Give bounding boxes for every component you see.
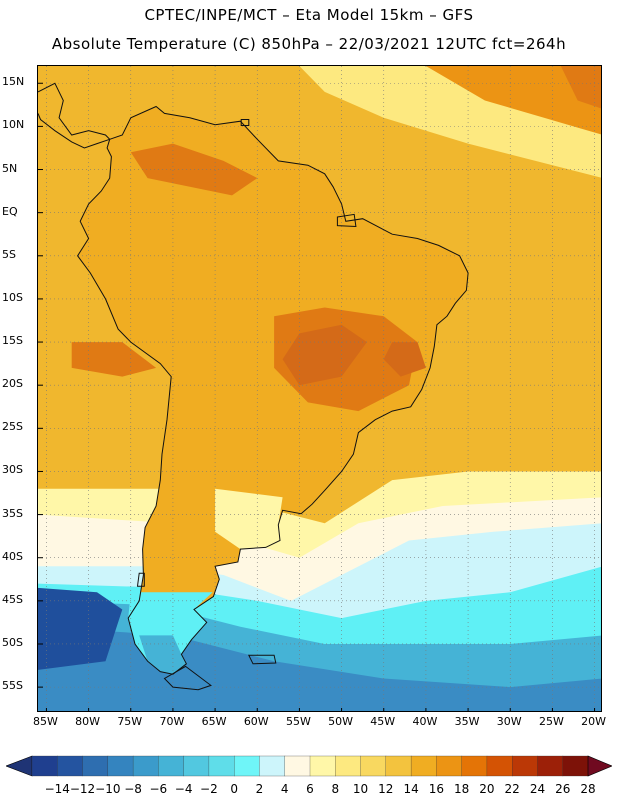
colorbar-label: 28: [580, 782, 596, 796]
lon-tick-label: 85W: [32, 715, 58, 728]
graticule: [38, 66, 601, 711]
island-falklands: [247, 654, 277, 665]
field-patagonia-south: [139, 635, 187, 675]
lat-tick-label: 10N: [2, 118, 25, 132]
lat-tick-label: 5S: [2, 247, 16, 261]
colorbar-segment: [385, 755, 412, 777]
chart-title: CPTEC/INPE/MCT – Eta Model 15km – GFS: [144, 6, 474, 24]
lon-tick-label: 25W: [538, 715, 564, 728]
lon-tick-label: 45W: [370, 715, 396, 728]
lon-tick-label: 80W: [75, 715, 101, 728]
colorbar-segment: [158, 755, 185, 777]
colorbar-segment: [57, 755, 83, 777]
chart-subtitle: Absolute Temperature (C) 850hPa – 22/03/…: [51, 35, 567, 53]
lat-tick-label: 30S: [2, 463, 23, 477]
lon-tick-label: 70W: [159, 715, 185, 728]
colorbar-label: 2: [255, 782, 264, 796]
lon-tick-label: 50W: [328, 715, 354, 728]
colorbar-label: −4: [174, 782, 193, 796]
colorbar-label: 6: [306, 782, 314, 796]
colorbar-label: −6: [149, 782, 168, 796]
colorbar-label: 0: [230, 782, 238, 796]
colorbar-segment: [132, 755, 159, 777]
colorbar-label: 12: [378, 782, 394, 796]
lon-tick-label: 40W: [412, 715, 438, 728]
colorbar-segment: [410, 755, 437, 777]
colorbar-segment: [436, 755, 463, 777]
temperature-map: [38, 66, 601, 711]
colorbar-label: 8: [331, 782, 340, 796]
coastlines: [38, 82, 469, 691]
lat-tick-label: 20S: [2, 377, 23, 391]
temperature-field: [38, 66, 601, 711]
colorbar-label: −12: [69, 782, 96, 796]
colorbar-segment: [335, 755, 361, 777]
lat-tick-label: 5N: [2, 161, 18, 175]
field-hot-peru: [71, 342, 157, 377]
colorbar-segment: [284, 755, 311, 777]
island-chiloe: [136, 572, 145, 587]
colorbar-segment: [234, 755, 260, 777]
colorbar-segment: [183, 755, 210, 777]
colorbar-segment: [107, 755, 134, 777]
colorbar-segment: [461, 755, 488, 777]
colorbar-label: 14: [403, 782, 419, 796]
lon-tick-label: 35W: [454, 715, 480, 728]
colorbar-segment: [512, 755, 538, 777]
colorbar-label: −10: [95, 782, 121, 796]
field-blue-deep: [38, 587, 123, 670]
lat-tick-label: 10S: [2, 290, 23, 304]
field-north-atlantic-warm: [425, 66, 601, 135]
colorbar-label: −8: [124, 782, 142, 796]
colorbar-segment: [562, 755, 589, 777]
colorbar-label: 4: [280, 782, 289, 796]
lat-tick-label: 25S: [2, 420, 23, 434]
colorbar-segment: [31, 755, 58, 777]
lon-tick-label: 75W: [117, 715, 143, 728]
colorbar-segment: [537, 755, 564, 777]
colorbar-label: 10: [352, 782, 369, 796]
colorbar-segment: [360, 755, 387, 777]
colorbar-under-arrow: [6, 755, 33, 777]
lat-tick-label: 45S: [2, 592, 23, 606]
lon-tick-label: 30W: [496, 715, 522, 728]
lon-tick-label: 65W: [201, 715, 227, 728]
coastline-central-america: [38, 82, 111, 149]
colorbar-label: −14: [44, 782, 70, 796]
colorbar-segment: [259, 755, 286, 777]
lat-tick-label: 40S: [2, 549, 23, 563]
lat-tick-label: EQ: [2, 204, 18, 218]
lat-tick-label: 35S: [2, 506, 23, 520]
field-hottest-east: [383, 342, 426, 377]
lon-tick-label: 20W: [581, 715, 606, 728]
colorbar-segment: [486, 755, 513, 777]
colorbar-segment: [82, 755, 109, 777]
colorbar-label: 22: [504, 782, 520, 796]
field-pampas: [215, 488, 283, 550]
lon-tick-label: 60W: [243, 715, 269, 728]
colorbar-label: 18: [453, 782, 470, 796]
coastline-south-america: [76, 105, 469, 675]
field-hottest-center: [282, 324, 367, 386]
lat-tick-label: 55S: [2, 679, 23, 693]
lat-tick-label: 15S: [2, 334, 23, 348]
lon-tick-label: 55W: [285, 715, 311, 728]
color-scale-bar: [6, 755, 612, 777]
island-trinidad: [240, 119, 250, 126]
island-marajo: [336, 213, 357, 228]
colorbar-label: 26: [555, 782, 571, 796]
colorbar-segment: [309, 755, 336, 777]
lat-tick-label: 15N: [2, 75, 25, 89]
lat-tick-label: 50S: [2, 635, 23, 649]
colorbar-label: 16: [428, 782, 444, 796]
colorbar-over-arrow: [587, 755, 612, 777]
colorbar-label: −2: [200, 782, 218, 796]
field-continent: [77, 106, 469, 675]
colorbar-label: 20: [479, 782, 495, 796]
colorbar-label: 24: [529, 782, 546, 796]
island-tierra-del-fuego: [163, 665, 212, 691]
map-frame: [37, 65, 602, 712]
field-north-atlantic-hot: [560, 66, 601, 109]
colorbar-segment: [208, 755, 235, 777]
